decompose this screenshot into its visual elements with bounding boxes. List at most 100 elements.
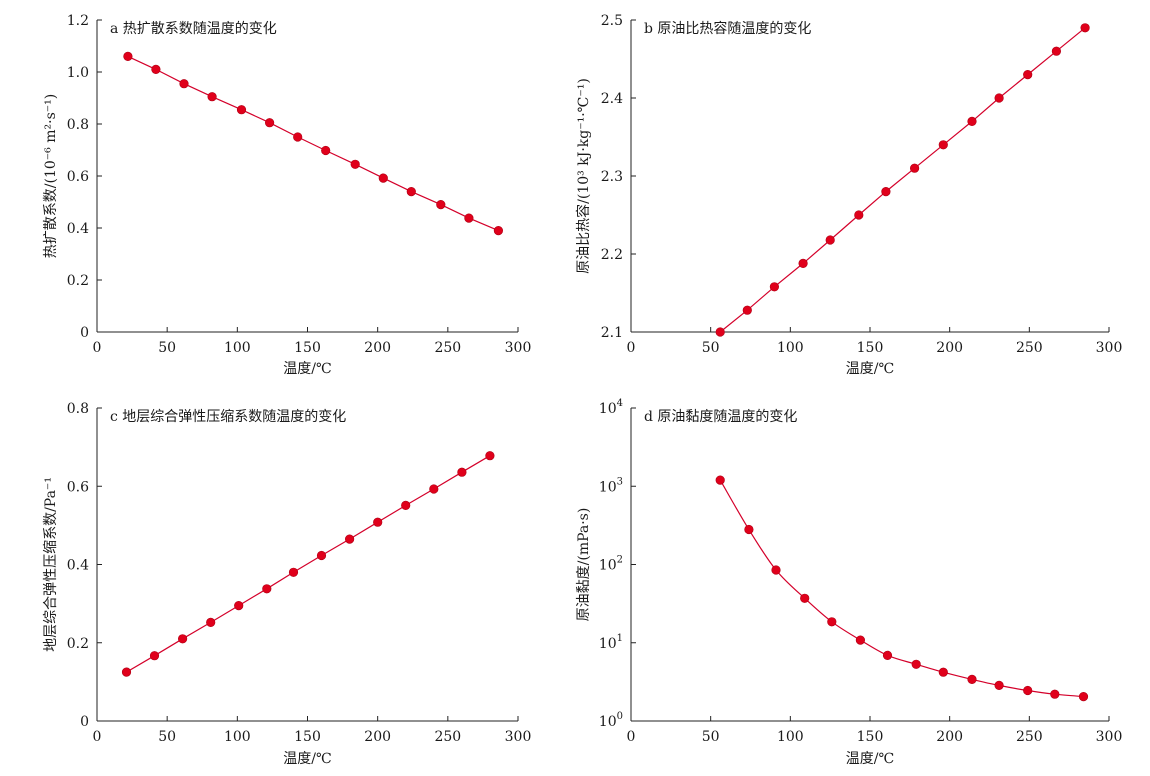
data-point — [769, 282, 780, 292]
data-point — [493, 226, 504, 236]
y-tick-label: 0 — [80, 714, 89, 730]
y-tick-label: 2.5 — [601, 13, 623, 29]
data-point — [882, 650, 893, 661]
data-point — [464, 213, 474, 223]
y-tick-label-exp: 1 — [617, 633, 623, 644]
data-point — [967, 674, 977, 685]
y-tick-label: 101 — [599, 633, 623, 652]
x-axis-title: 温度/℃ — [283, 751, 331, 767]
y-tick-label: 0.4 — [67, 221, 89, 237]
x-tick-label: 300 — [1096, 340, 1123, 356]
data-point — [854, 210, 864, 220]
data-point — [911, 659, 921, 669]
x-tick-label: 150 — [294, 340, 321, 356]
x-tick-label: 0 — [627, 340, 636, 356]
data-point — [316, 550, 327, 561]
data-point — [288, 567, 299, 577]
y-tick-label: 104 — [599, 398, 623, 417]
y-tick-label: 0.2 — [67, 273, 89, 289]
data-point — [123, 51, 133, 62]
panel-title: d 原油黏度随温度的变化 — [644, 409, 797, 425]
data-point — [178, 634, 188, 644]
y-tick-label: 102 — [599, 555, 623, 574]
x-tick-label: 250 — [434, 340, 461, 356]
data-point — [1051, 46, 1061, 56]
data-point — [938, 140, 948, 150]
data-point — [1050, 689, 1060, 699]
data-point — [715, 475, 725, 485]
x-tick-label: 50 — [702, 340, 720, 356]
data-point — [265, 118, 275, 128]
x-tick-label: 250 — [434, 729, 461, 745]
y-tick-label-base: 10 — [599, 714, 617, 730]
panel-title: a 热扩散系数随温度的变化 — [110, 21, 277, 37]
x-tick-label: 100 — [224, 729, 251, 745]
x-tick-label: 0 — [93, 729, 102, 745]
x-tick-label: 300 — [1096, 729, 1123, 745]
y-tick-label: 0.8 — [67, 117, 89, 133]
data-point — [350, 159, 360, 169]
y-tick-label: 100 — [599, 711, 623, 730]
x-tick-label: 0 — [627, 729, 636, 745]
y-tick-label-exp: 3 — [617, 476, 623, 487]
y-tick-label-base: 10 — [599, 479, 617, 495]
y-tick-label: 2.1 — [601, 325, 623, 341]
y-axis-title: 原油比热容/(10³ kJ·kg⁻¹·℃⁻¹) — [575, 78, 592, 274]
x-tick-label: 0 — [93, 340, 102, 356]
y-axis-title: 热扩散系数/(10⁻⁶ m²·s⁻¹) — [43, 94, 59, 258]
x-tick-label: 100 — [777, 340, 804, 356]
y-tick-label: 103 — [599, 476, 623, 495]
x-tick-label: 50 — [702, 729, 720, 745]
y-tick-label: 0.2 — [67, 636, 89, 652]
data-point — [401, 500, 411, 511]
data-point — [742, 305, 752, 315]
x-tick-label: 300 — [505, 340, 532, 356]
data-point — [715, 327, 725, 337]
data-point — [827, 617, 837, 627]
x-tick-label: 100 — [777, 729, 804, 745]
x-tick-label: 250 — [1016, 340, 1043, 356]
data-point — [825, 235, 835, 245]
data-point — [262, 584, 272, 594]
y-tick-label-exp: 0 — [617, 711, 623, 722]
series-line — [126, 455, 491, 673]
y-tick-label-base: 10 — [599, 401, 617, 417]
data-point — [994, 680, 1004, 691]
data-point — [207, 92, 217, 102]
data-point — [378, 173, 388, 183]
panel-c: 0 50 100 150 200 250 300 0 0.2 0.4 0.6 0.8 c 地层综合弹性压… — [43, 401, 531, 767]
data-point — [206, 617, 216, 628]
panel-a: 0 50 100 150 200 250 300 0 0.2 0.4 0.6 0.8 1.0 1.2 a 热… — [43, 13, 531, 377]
y-tick-label-exp: 4 — [617, 398, 623, 409]
y-axis-title: 原油黏度/(mPa·s) — [576, 508, 592, 622]
data-point — [798, 258, 808, 269]
data-point — [179, 79, 189, 89]
data-point — [436, 200, 446, 210]
data-point — [321, 145, 331, 156]
y-tick-label-base: 10 — [599, 558, 617, 574]
data-point — [771, 565, 781, 575]
data-point — [149, 651, 160, 661]
y-tick-label: 0.8 — [67, 401, 89, 417]
data-point — [909, 163, 920, 173]
data-point — [485, 451, 495, 461]
data-point — [236, 105, 247, 115]
series-line — [719, 479, 1084, 698]
x-tick-label: 200 — [936, 729, 963, 745]
data-point — [373, 517, 383, 527]
x-tick-label: 150 — [857, 729, 884, 745]
y-tick-label-base: 10 — [599, 636, 617, 652]
x-tick-label: 50 — [158, 340, 176, 356]
data-point — [967, 116, 977, 126]
y-tick-label: 2.2 — [601, 247, 623, 263]
y-tick-label: 2.3 — [601, 169, 623, 185]
data-point — [744, 524, 754, 535]
data-point — [457, 467, 467, 477]
data-point — [1023, 685, 1033, 696]
x-axis-title: 温度/℃ — [846, 751, 894, 767]
x-tick-label: 150 — [857, 340, 884, 356]
y-tick-label: 0.6 — [67, 479, 89, 495]
y-tick-label: 1.2 — [67, 13, 89, 29]
